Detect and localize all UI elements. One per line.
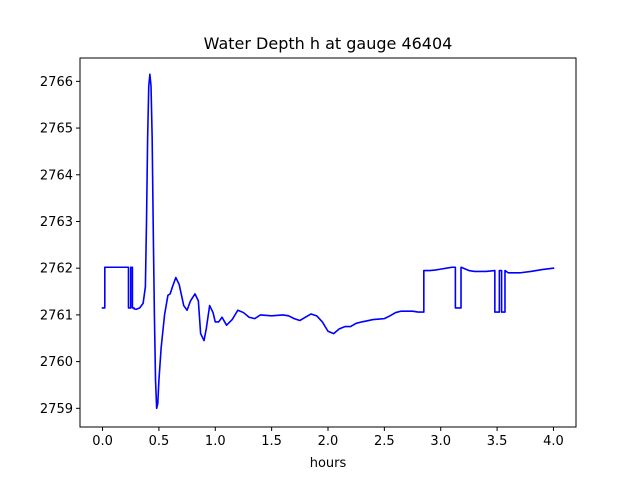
x-tick-label: 4.0 (543, 434, 564, 449)
y-tick-label: 2762 (40, 262, 73, 277)
y-tick-label: 2760 (40, 355, 73, 370)
y-tick-label: 2763 (40, 215, 73, 230)
x-tick-label: 2.5 (374, 434, 395, 449)
x-tick-label: 3.5 (487, 434, 508, 449)
x-tick-label: 2.0 (318, 434, 339, 449)
y-axis: 2759 2760 2761 2762 2763 2764 2765 2766 (40, 75, 80, 417)
y-tick-label: 2761 (40, 308, 73, 323)
y-tick-label: 2759 (40, 402, 73, 417)
x-tick-label: 3.0 (430, 434, 451, 449)
y-tick-label: 2764 (40, 168, 73, 183)
plot-area (80, 58, 576, 427)
x-tick-label: 0.0 (92, 434, 113, 449)
y-tick-label: 2765 (40, 122, 73, 137)
plot-background (80, 58, 576, 427)
x-axis: 0.0 0.5 1.0 1.5 2.0 2.5 3.0 3.5 4.0 (92, 427, 564, 449)
x-tick-label: 0.5 (149, 434, 170, 449)
y-tick-label: 2766 (40, 75, 73, 90)
x-tick-label: 1.0 (205, 434, 226, 449)
x-axis-label: hours (310, 456, 347, 471)
series-line-0 (101, 73, 555, 410)
chart-title: Water Depth h at gauge 46404 (204, 34, 453, 53)
series-layer (101, 73, 555, 410)
x-tick-label: 1.5 (261, 434, 282, 449)
